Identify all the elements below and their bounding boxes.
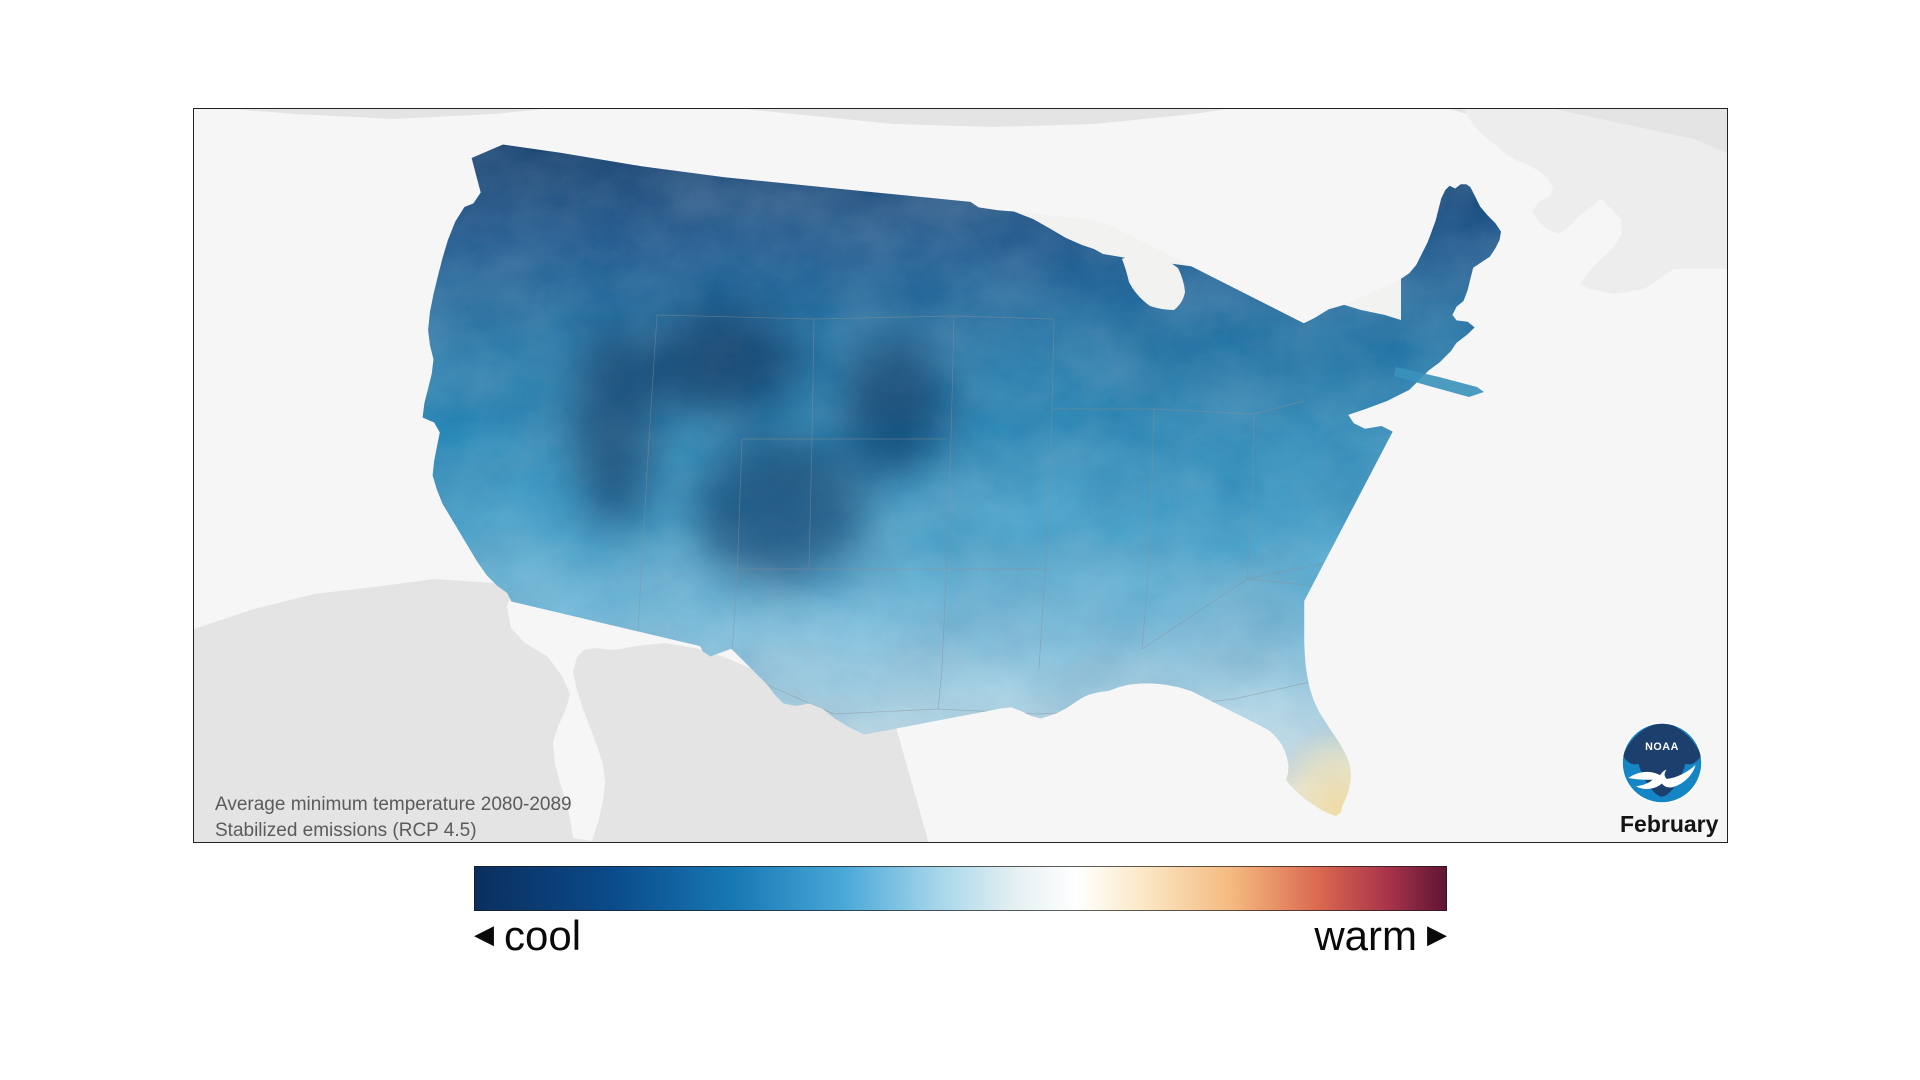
svg-text:NOAA: NOAA	[1645, 741, 1679, 753]
